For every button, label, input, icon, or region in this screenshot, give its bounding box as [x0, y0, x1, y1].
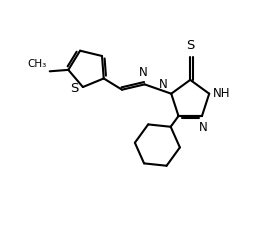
Text: S: S	[70, 82, 78, 95]
Text: N: N	[159, 77, 168, 90]
Text: CH₃: CH₃	[28, 59, 47, 69]
Text: NH: NH	[213, 87, 231, 100]
Text: S: S	[186, 39, 195, 52]
Text: N: N	[199, 121, 208, 134]
Text: N: N	[139, 66, 148, 79]
